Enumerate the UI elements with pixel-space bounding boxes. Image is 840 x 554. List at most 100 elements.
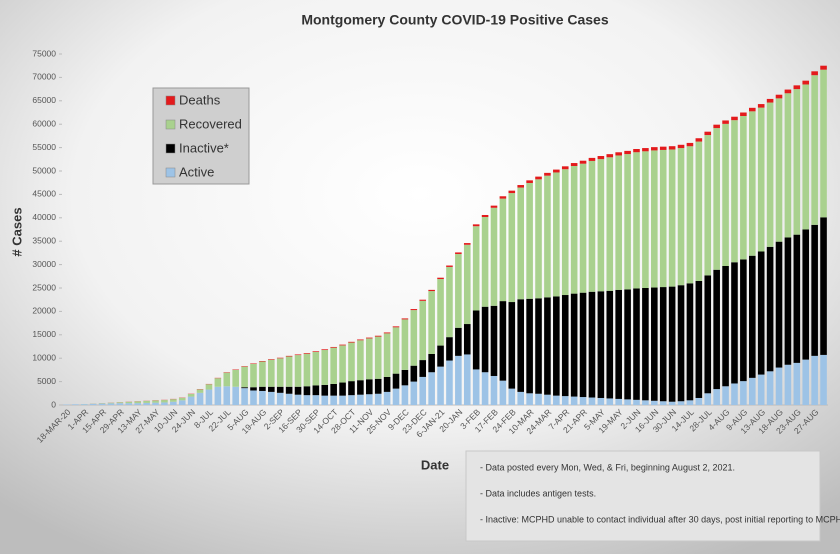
bar-segment: [339, 382, 346, 396]
bar-segment: [481, 214, 489, 218]
bar-segment: [419, 299, 427, 301]
bar-segment: [535, 393, 542, 405]
bar-segment: [437, 366, 444, 405]
bar-segment: [748, 377, 756, 405]
bar-segment: [597, 156, 605, 160]
bar-segment: [143, 402, 150, 405]
bar-segment: [820, 354, 827, 405]
bar-segment: [89, 403, 97, 405]
bar-segment: [668, 286, 676, 402]
bar-segment: [339, 395, 346, 405]
bar-segment: [481, 217, 489, 307]
bar-segment: [624, 150, 631, 155]
bar-segment: [419, 360, 427, 377]
bar-segment: [339, 345, 346, 383]
bar-segment: [722, 120, 729, 124]
bar-segment: [125, 403, 133, 405]
bar-segment: [80, 404, 88, 405]
bar-segment: [526, 393, 533, 405]
y-tick-label: 65000: [32, 95, 56, 105]
bar-segment: [499, 301, 507, 381]
legend-swatch: [165, 143, 176, 154]
bar-segment: [766, 102, 774, 247]
bar-segment: [365, 338, 373, 380]
bar-segment: [463, 324, 471, 355]
legend-label: Active: [179, 164, 214, 179]
bar-segment: [633, 399, 640, 405]
bar-segment: [588, 157, 596, 161]
bar-segment: [526, 182, 533, 299]
bar-segment: [241, 366, 248, 388]
bar-segment: [446, 266, 453, 338]
bar-segment: [303, 353, 311, 387]
y-tick-label: 50000: [32, 165, 56, 175]
bar-segment: [588, 397, 596, 405]
legend-swatch: [165, 167, 176, 178]
bar-segment: [259, 361, 266, 362]
bar-segment: [775, 98, 783, 242]
bar-segment: [348, 342, 355, 382]
bar-segment: [321, 395, 329, 405]
bar-segment: [410, 310, 418, 366]
bar-segment: [561, 295, 569, 397]
bar-segment: [374, 336, 382, 379]
bar-segment: [374, 335, 382, 337]
bar-segment: [615, 155, 622, 290]
bar-segment: [401, 319, 409, 370]
bar-segment: [312, 385, 320, 396]
bar-segment: [116, 402, 124, 404]
bar-segment: [615, 289, 622, 399]
bar-segment: [606, 154, 614, 158]
bar-segment: [526, 298, 533, 394]
bar-segment: [731, 120, 738, 263]
bar-segment: [472, 226, 480, 311]
bar-segment: [561, 396, 569, 405]
bar-segment: [428, 291, 435, 354]
bar-segment: [775, 241, 783, 368]
bar-segment: [276, 392, 284, 405]
bar-segment: [820, 217, 827, 355]
bar-segment: [757, 107, 765, 252]
bar-segment: [659, 401, 667, 405]
bar-segment: [642, 400, 649, 405]
bar-segment: [820, 69, 827, 218]
bar-segment: [731, 383, 738, 405]
bar-segment: [517, 391, 525, 405]
bar-segment: [472, 369, 480, 405]
bar-segment: [517, 299, 525, 392]
bar-segment: [374, 393, 382, 405]
bar-segment: [383, 391, 391, 405]
bar-segment: [455, 252, 462, 254]
bar-segment: [472, 310, 480, 370]
bar-segment: [392, 388, 400, 405]
bar-segment: [740, 112, 747, 117]
chart-title: Montgomery County COVID-19 Positive Case…: [301, 12, 609, 28]
bar-segment: [695, 138, 703, 142]
bar-segment: [107, 402, 115, 404]
bar-segment: [268, 359, 275, 360]
bar-segment: [330, 347, 337, 384]
bar-segment: [748, 107, 756, 112]
bar-segment: [544, 172, 551, 176]
bar-segment: [579, 397, 587, 405]
bar-segment: [651, 150, 658, 288]
bar-segment: [490, 375, 498, 405]
bar-segment: [294, 354, 302, 356]
bar-segment: [570, 293, 578, 397]
bar-segment: [713, 128, 720, 270]
bar-segment: [455, 253, 462, 328]
legend-swatch: [165, 119, 176, 130]
bar-segment: [606, 290, 614, 399]
bar-segment: [517, 187, 525, 300]
bar-segment: [178, 400, 186, 405]
bar-segment: [187, 396, 195, 405]
bar-segment: [633, 149, 640, 153]
bar-segment: [232, 386, 239, 405]
bar-segment: [294, 394, 302, 405]
y-tick-label: 25000: [32, 282, 56, 292]
y-tick-label: 55000: [32, 142, 56, 152]
bar-segment: [446, 265, 453, 267]
bar-segment: [793, 234, 801, 363]
bar-segment: [268, 359, 275, 387]
